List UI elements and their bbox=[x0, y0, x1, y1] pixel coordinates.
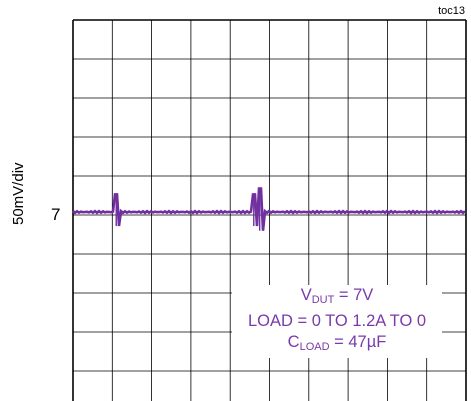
annotation-load: LOAD = 0 TO 1.2A TO 0 bbox=[247, 312, 427, 330]
annotation-vdut: VDUT = 7V bbox=[300, 286, 374, 306]
figure-id: toc13 bbox=[438, 5, 465, 17]
level-marker: 7 bbox=[51, 205, 61, 224]
scope-traces bbox=[72, 187, 466, 231]
annotation-cload: CLOAD = 47µF bbox=[287, 333, 387, 353]
annotation-box: VDUT = 7V LOAD = 0 TO 1.2A TO 0 CLOAD = … bbox=[232, 285, 442, 358]
trace-line bbox=[72, 187, 466, 231]
